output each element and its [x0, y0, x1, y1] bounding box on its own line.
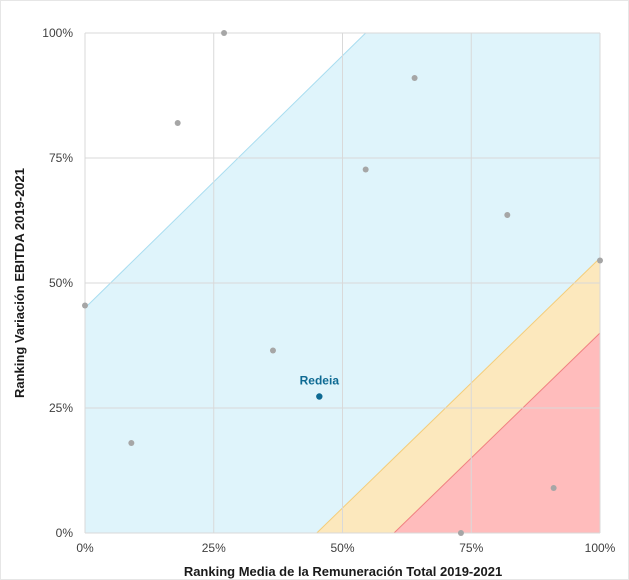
x-tick-label: 100%	[585, 541, 616, 555]
tick-labels: 0% 25% 50% 75% 100% 0% 25% 50% 75% 100%	[42, 26, 615, 555]
data-point	[411, 75, 418, 81]
y-tick-label: 75%	[49, 151, 73, 165]
y-tick-label: 0%	[56, 526, 74, 540]
data-point	[362, 166, 369, 173]
data-point	[550, 485, 557, 491]
y-tick-label: 25%	[49, 401, 73, 415]
data-point	[504, 212, 511, 218]
x-tick-label: 0%	[76, 541, 94, 555]
data-point	[597, 257, 603, 264]
region-boundary-1	[316, 257, 601, 534]
region-boundary-2	[393, 332, 601, 534]
data-point	[174, 120, 181, 126]
y-tick-label: 50%	[49, 276, 73, 290]
region-boundary-0	[84, 32, 367, 309]
x-tick-label: 25%	[202, 541, 226, 555]
data-point	[128, 440, 135, 446]
x-axis-title: Ranking Media de la Remuneración Total 2…	[184, 564, 502, 579]
x-tick-label: 50%	[330, 541, 354, 555]
points-layer: Redeia	[82, 30, 603, 536]
data-point	[82, 302, 88, 309]
gridlines	[84, 32, 601, 534]
data-point	[269, 347, 276, 354]
data-point	[221, 30, 228, 36]
highlight-label: Redeia	[300, 374, 340, 388]
highlight-point	[316, 393, 323, 400]
y-tick-label: 100%	[42, 26, 73, 40]
data-point	[457, 530, 464, 536]
x-tick-label: 75%	[459, 541, 483, 555]
y-axis-title: Ranking Variación EBITDA 2019-2021	[12, 168, 27, 398]
